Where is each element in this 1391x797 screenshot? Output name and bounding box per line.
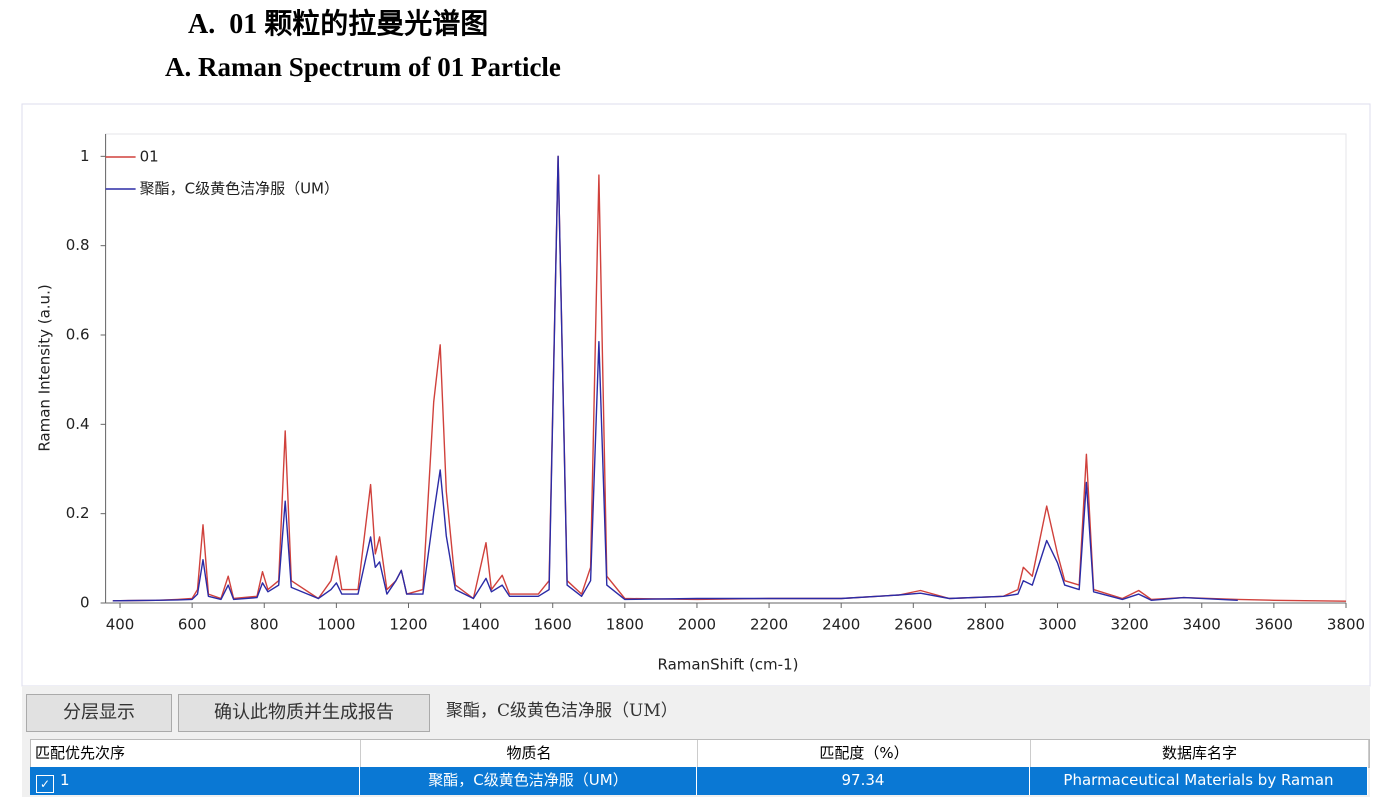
x-tick-label: 1600 — [534, 616, 572, 634]
button[interactable]: 确认此物质并生成报告 — [178, 694, 430, 732]
x-tick-label: 3200 — [1111, 616, 1149, 634]
x-tick-label: 1000 — [317, 616, 355, 634]
y-tick-label: 0.2 — [66, 504, 90, 522]
x-tick-label: 1200 — [389, 616, 427, 634]
chart-panel — [21, 103, 1371, 687]
selected-substance: 聚酯，C级黄色洁净服（UM） — [446, 701, 678, 721]
x-tick-label: 3600 — [1255, 616, 1293, 634]
x-tick-label: 400 — [106, 616, 135, 634]
x-tick-label: 600 — [178, 616, 207, 634]
x-tick-label: 1800 — [606, 616, 644, 634]
header-cell[interactable]: 物质名 — [361, 740, 698, 767]
y-tick-label: 0.8 — [66, 236, 90, 254]
x-tick-label: 2000 — [678, 616, 716, 634]
cell: 97.34 — [697, 767, 1030, 795]
x-tick-label: 1400 — [462, 616, 500, 634]
subtitle: A. Raman Spectrum of 01 Particle — [165, 52, 561, 82]
table-row[interactable]: ✓ 1 聚酯，C级黄色洁净服（UM） 97.34 Pharmaceutical M… — [30, 767, 1368, 795]
x-tick-label: 2800 — [966, 616, 1004, 634]
legend-label: 01 — [140, 148, 159, 166]
chart: RamanShift (cm-1) Raman Intensity (a.u.)… — [21, 103, 1371, 687]
x-tick-label: 2200 — [750, 616, 788, 634]
cell: Pharmaceutical Materials by Raman — [1030, 767, 1368, 795]
x-axis-label: RamanShift (cm-1) — [658, 656, 799, 674]
y-tick-label: 1 — [80, 147, 90, 165]
x-tick-label: 2400 — [822, 616, 860, 634]
header-cell[interactable]: 数据库名字 — [1031, 740, 1369, 767]
title: A. 01 颗粒的拉曼光谱图 — [188, 9, 489, 40]
x-tick-label: 2600 — [894, 616, 932, 634]
button[interactable]: 分层显示 — [26, 694, 172, 732]
spectrum-line — [112, 155, 1347, 602]
y-tick-label: 0.6 — [66, 326, 90, 344]
y-tick-label: 0.4 — [66, 415, 90, 433]
x-tick-label: 3800 — [1327, 616, 1365, 634]
legend-label: 聚酯，C级黄色洁净服（UM） — [140, 180, 339, 198]
spectrum-line — [112, 155, 1238, 602]
header-cell[interactable]: 匹配优先次序 — [31, 740, 361, 767]
header-cell[interactable]: 匹配度（%） — [698, 740, 1031, 767]
checkbox[interactable]: ✓ — [36, 775, 54, 793]
x-tick-label: 3000 — [1038, 616, 1076, 634]
y-tick-label: 0 — [80, 594, 90, 612]
cell: ✓ 1 — [30, 767, 360, 795]
cell: 聚酯，C级黄色洁净服（UM） — [360, 767, 697, 795]
cell-text: 1 — [60, 771, 70, 789]
x-tick-label: 800 — [250, 616, 279, 634]
table-header: 匹配优先次序 物质名 匹配度（%） 数据库名字 — [30, 739, 1370, 768]
y-axis-label: Raman Intensity (a.u.) — [36, 284, 54, 451]
x-tick-label: 3400 — [1183, 616, 1221, 634]
